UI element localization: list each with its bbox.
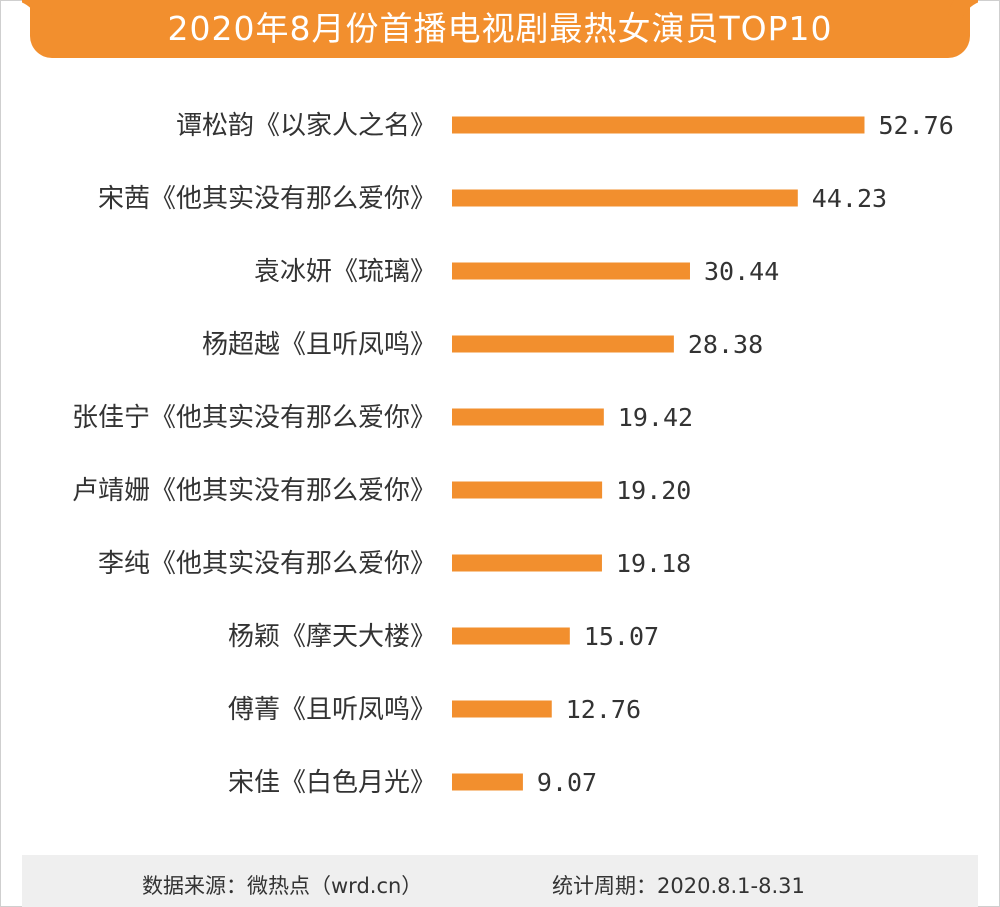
bar [452, 481, 603, 499]
value-label: 52.76 [878, 111, 953, 140]
bar [452, 262, 690, 280]
value-label: 44.23 [812, 184, 887, 213]
bar [452, 700, 552, 718]
category-label: 谭松韵《以家人之名》 [176, 111, 436, 141]
value-label: 19.42 [618, 403, 693, 432]
data-source-text: 数据来源：微热点（wrd.cn） [142, 874, 423, 898]
category-label: 张佳宁《他其实没有那么爱你》 [72, 403, 436, 433]
bar [452, 773, 523, 791]
category-label: 杨颖《摩天大楼》 [228, 622, 436, 652]
value-label: 15.07 [584, 622, 659, 651]
bar [452, 627, 570, 645]
category-label: 袁冰妍《琉璃》 [254, 257, 436, 287]
category-label: 宋茜《他其实没有那么爱你》 [98, 184, 436, 214]
stat-period-text: 统计周期：2020.8.1-8.31 [552, 874, 805, 898]
bar [452, 554, 602, 572]
value-label: 28.38 [688, 330, 763, 359]
category-label: 傅菁《且听凤鸣》 [228, 695, 436, 725]
bar [452, 189, 798, 207]
value-label: 19.20 [616, 476, 691, 505]
value-label: 19.18 [616, 549, 691, 578]
category-label: 李纯《他其实没有那么爱你》 [98, 549, 436, 579]
title-banner: 2020年8月份首播电视剧最热女演员TOP10 [30, 0, 970, 58]
footer-bar: 数据来源：微热点（wrd.cn） 统计周期：2020.8.1-8.31 [22, 855, 978, 907]
category-label: 宋佳《白色月光》 [228, 768, 436, 798]
value-label: 9.07 [537, 768, 597, 797]
bar-chart: 谭松韵《以家人之名》 52.76 宋茜《他其实没有那么爱你》 44.23 袁冰妍《琉璃》… [72, 111, 954, 798]
bar [452, 335, 674, 353]
bar [452, 408, 604, 426]
value-label: 12.76 [566, 695, 641, 724]
value-label: 30.44 [704, 257, 779, 286]
category-label: 杨超越《且听凤鸣》 [202, 330, 436, 360]
chart-title: 2020年8月份首播电视剧最热女演员TOP10 [167, 9, 833, 48]
category-label: 卢靖姗《他其实没有那么爱你》 [72, 476, 436, 506]
bar [452, 116, 865, 134]
